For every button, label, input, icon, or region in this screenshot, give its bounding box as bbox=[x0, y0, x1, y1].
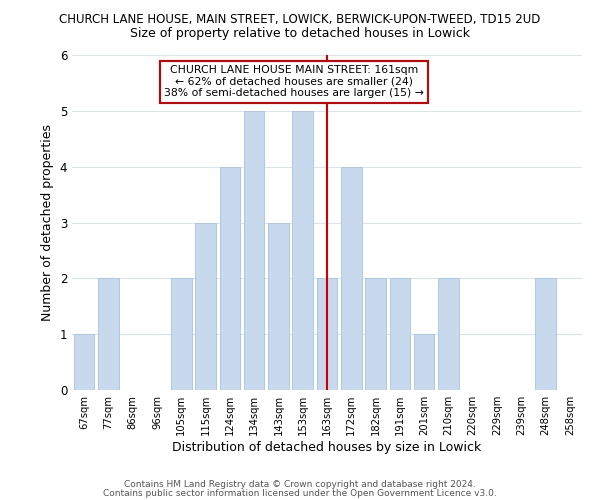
Bar bbox=[220, 166, 240, 390]
Bar bbox=[171, 278, 191, 390]
Bar bbox=[535, 278, 556, 390]
Bar bbox=[74, 334, 94, 390]
Bar bbox=[341, 166, 362, 390]
Bar bbox=[195, 222, 216, 390]
Text: CHURCH LANE HOUSE MAIN STREET: 161sqm
← 62% of detached houses are smaller (24)
: CHURCH LANE HOUSE MAIN STREET: 161sqm ← … bbox=[164, 65, 424, 98]
Text: Size of property relative to detached houses in Lowick: Size of property relative to detached ho… bbox=[130, 28, 470, 40]
Bar bbox=[268, 222, 289, 390]
Bar bbox=[317, 278, 337, 390]
X-axis label: Distribution of detached houses by size in Lowick: Distribution of detached houses by size … bbox=[172, 441, 482, 454]
Text: Contains HM Land Registry data © Crown copyright and database right 2024.: Contains HM Land Registry data © Crown c… bbox=[124, 480, 476, 489]
Y-axis label: Number of detached properties: Number of detached properties bbox=[41, 124, 54, 321]
Bar bbox=[365, 278, 386, 390]
Text: Contains public sector information licensed under the Open Government Licence v3: Contains public sector information licen… bbox=[103, 489, 497, 498]
Bar bbox=[244, 111, 265, 390]
Bar bbox=[292, 111, 313, 390]
Bar bbox=[414, 334, 434, 390]
Text: CHURCH LANE HOUSE, MAIN STREET, LOWICK, BERWICK-UPON-TWEED, TD15 2UD: CHURCH LANE HOUSE, MAIN STREET, LOWICK, … bbox=[59, 12, 541, 26]
Bar bbox=[438, 278, 459, 390]
Bar bbox=[389, 278, 410, 390]
Bar bbox=[98, 278, 119, 390]
